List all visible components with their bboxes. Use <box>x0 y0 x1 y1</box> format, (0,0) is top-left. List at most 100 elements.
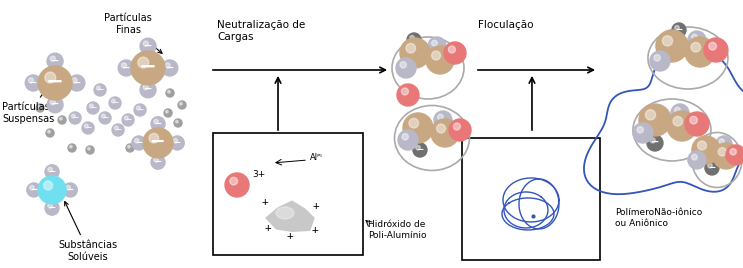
Circle shape <box>162 60 178 76</box>
Circle shape <box>48 131 51 133</box>
Circle shape <box>45 72 56 83</box>
Circle shape <box>410 36 415 40</box>
Circle shape <box>89 104 94 108</box>
Text: Partículas
Finas: Partículas Finas <box>104 13 162 53</box>
Circle shape <box>428 37 446 55</box>
Circle shape <box>58 116 66 124</box>
Text: +: + <box>313 201 319 211</box>
Text: −: − <box>51 55 59 66</box>
Text: −: − <box>51 99 59 109</box>
Circle shape <box>85 124 88 128</box>
Circle shape <box>102 114 106 118</box>
Circle shape <box>672 23 686 37</box>
Circle shape <box>70 146 72 148</box>
Circle shape <box>719 139 724 144</box>
Circle shape <box>180 102 182 105</box>
Text: −: − <box>72 114 78 121</box>
Circle shape <box>673 116 683 126</box>
Text: −: − <box>115 126 121 132</box>
Circle shape <box>396 58 416 78</box>
Circle shape <box>134 139 139 143</box>
Circle shape <box>25 75 42 91</box>
Text: −: − <box>651 137 659 147</box>
Circle shape <box>718 148 727 156</box>
Circle shape <box>118 60 134 76</box>
Circle shape <box>409 118 418 128</box>
Circle shape <box>72 78 77 83</box>
Text: −: − <box>166 62 174 72</box>
Circle shape <box>174 119 182 127</box>
Circle shape <box>692 154 698 160</box>
Circle shape <box>685 112 709 136</box>
Circle shape <box>48 204 52 208</box>
Circle shape <box>30 185 34 190</box>
Circle shape <box>667 111 697 141</box>
Circle shape <box>45 165 59 179</box>
Circle shape <box>178 101 186 109</box>
Circle shape <box>114 126 118 130</box>
Circle shape <box>47 97 63 113</box>
Circle shape <box>68 144 76 152</box>
Circle shape <box>166 89 174 97</box>
Circle shape <box>47 53 63 69</box>
Text: −: − <box>125 117 132 122</box>
Text: −: − <box>122 62 131 72</box>
Circle shape <box>27 183 41 197</box>
Circle shape <box>449 119 471 141</box>
Circle shape <box>44 181 53 190</box>
Circle shape <box>99 112 111 124</box>
Circle shape <box>675 25 679 30</box>
Circle shape <box>138 57 149 68</box>
Circle shape <box>97 86 100 90</box>
Circle shape <box>137 106 140 110</box>
Circle shape <box>166 110 168 113</box>
Circle shape <box>38 176 66 204</box>
Circle shape <box>401 88 409 95</box>
Text: −: − <box>90 105 96 110</box>
Circle shape <box>407 33 421 47</box>
Circle shape <box>69 75 85 91</box>
Circle shape <box>708 163 713 168</box>
Circle shape <box>432 51 441 60</box>
Circle shape <box>140 38 156 54</box>
Circle shape <box>140 82 156 98</box>
Circle shape <box>128 146 130 148</box>
Circle shape <box>671 104 689 122</box>
Text: −: − <box>30 185 38 194</box>
Circle shape <box>143 128 173 158</box>
Circle shape <box>28 78 33 83</box>
Circle shape <box>650 138 655 143</box>
FancyBboxPatch shape <box>462 138 600 260</box>
Circle shape <box>448 46 455 53</box>
Circle shape <box>143 41 149 46</box>
Circle shape <box>173 139 178 143</box>
Circle shape <box>46 129 54 137</box>
FancyBboxPatch shape <box>213 133 363 255</box>
Circle shape <box>730 148 736 155</box>
Circle shape <box>654 55 661 61</box>
Circle shape <box>164 109 172 117</box>
Circle shape <box>637 126 643 133</box>
Circle shape <box>225 173 249 197</box>
Text: +: + <box>287 231 293 241</box>
Circle shape <box>709 42 716 50</box>
Text: −: − <box>102 114 108 121</box>
Circle shape <box>691 42 701 52</box>
Text: −: − <box>144 40 152 51</box>
Text: −: − <box>97 87 103 92</box>
Circle shape <box>402 133 409 140</box>
Circle shape <box>662 36 672 46</box>
Circle shape <box>438 114 444 120</box>
Text: PolímeroNão-iônico
ou Aniônico: PolímeroNão-iônico ou Aniônico <box>615 208 702 228</box>
Circle shape <box>36 104 44 112</box>
Circle shape <box>698 141 707 150</box>
Circle shape <box>149 133 159 143</box>
Circle shape <box>716 136 732 152</box>
Circle shape <box>633 123 653 143</box>
Circle shape <box>124 116 129 120</box>
Circle shape <box>88 147 90 150</box>
Circle shape <box>131 51 165 85</box>
Circle shape <box>122 114 134 126</box>
Circle shape <box>413 143 427 157</box>
Circle shape <box>51 100 56 105</box>
